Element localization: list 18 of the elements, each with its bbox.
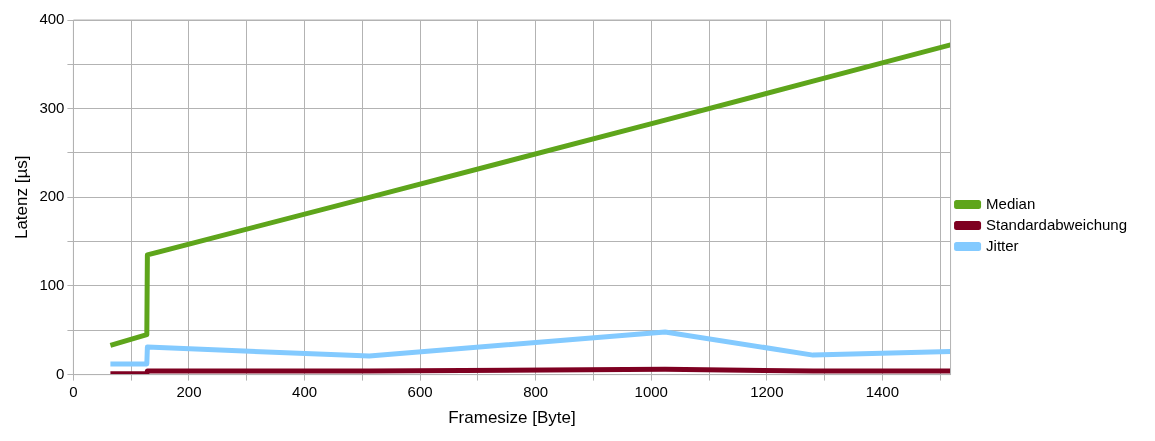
y-axis-title: Latenz [µs] bbox=[11, 155, 31, 240]
y-tick-label: 100 bbox=[39, 276, 65, 294]
x-tick-label: 0 bbox=[69, 382, 78, 400]
y-tick-label: 0 bbox=[56, 364, 65, 382]
x-tick-label: 1000 bbox=[634, 382, 668, 400]
y-tick-label: 400 bbox=[39, 10, 65, 28]
x-tick-label: 800 bbox=[523, 382, 549, 400]
legend-label: Median bbox=[986, 194, 1036, 212]
x-axis-title: Framesize [Byte] bbox=[448, 408, 576, 428]
y-tick-label: 200 bbox=[39, 187, 65, 205]
x-tick-label: 200 bbox=[176, 382, 202, 400]
x-tick-label: 1400 bbox=[865, 382, 900, 400]
legend-label: Jitter bbox=[986, 236, 1019, 254]
x-tick-label: 400 bbox=[292, 382, 318, 400]
x-tick-label: 1200 bbox=[750, 382, 784, 400]
x-tick-label: 600 bbox=[407, 382, 433, 400]
y-tick-label: 300 bbox=[39, 98, 65, 116]
legend-label: Standardabweichung bbox=[986, 215, 1128, 233]
